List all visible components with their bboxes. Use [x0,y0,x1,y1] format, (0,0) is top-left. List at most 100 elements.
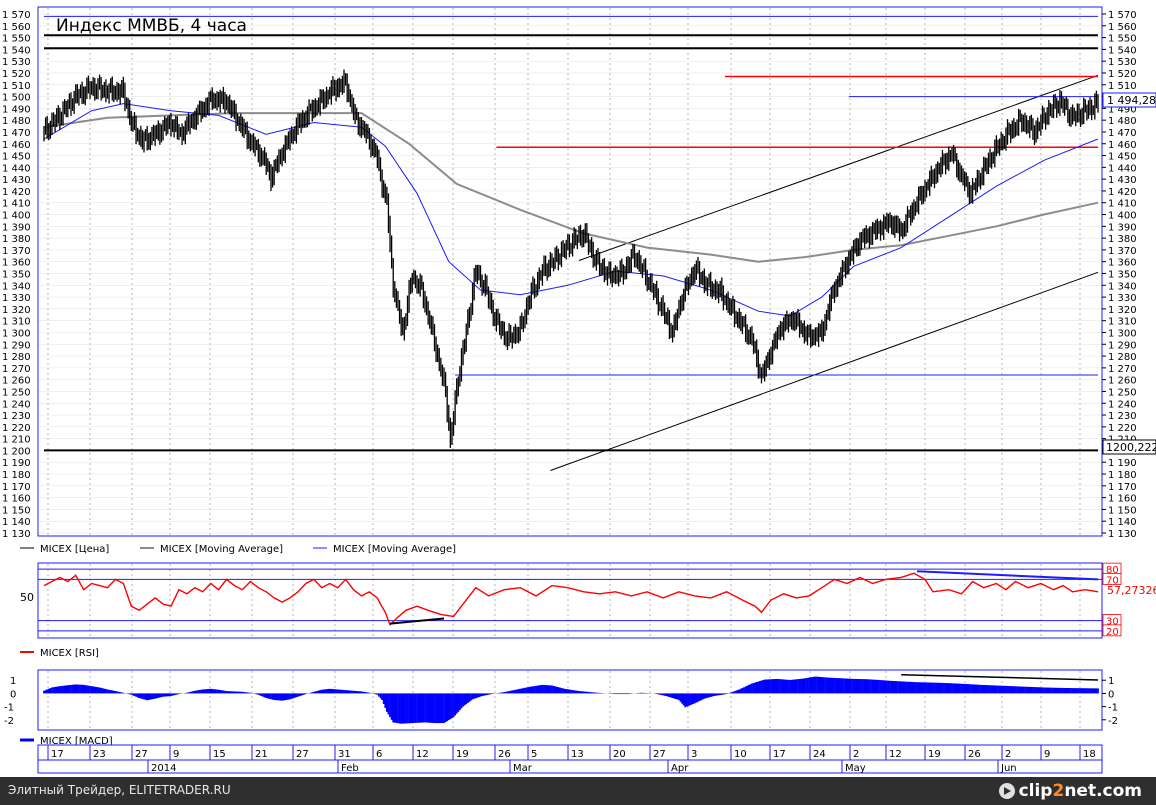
price-tick-right-13: 1 440 [1108,163,1137,174]
macd-y-axis-left: 1 0 -1 -2 [4,676,16,727]
price-tick-right-9: 1 480 [1108,116,1137,127]
legend-ma-slow: MICEX [Moving Average] [160,544,283,555]
price-level-lines [44,15,1099,471]
price-tick-right-29: 1 280 [1108,352,1137,363]
price-tick-right-19: 1 380 [1108,234,1137,245]
price-tick-left-26: 1 310 [2,317,31,328]
price-tick-left-21: 1 360 [2,258,31,269]
price-tick-right-35: 1 220 [1108,423,1137,434]
day-label-11: 26 [498,749,511,760]
price-legend: MICEX [Цена] MICEX [Moving Average] MICE… [20,544,456,555]
price-tick-left-44: 1 130 [2,529,31,540]
price-tick-right-43: 1 140 [1108,517,1137,528]
price-tick-right-10: 1 470 [1108,128,1137,139]
price-tick-right-25: 1 320 [1108,305,1137,316]
price-tick-right-6: 1 510 [1108,81,1137,92]
rsi-legend: MICEX [RSI] [20,648,99,659]
price-tick-left-42: 1 150 [2,505,31,516]
price-tick-left-17: 1 400 [2,211,31,222]
price-bars [43,69,1099,448]
price-tick-right-26: 1 310 [1108,317,1137,328]
macd-divergence-0 [901,673,1099,681]
price-tick-right-21: 1 360 [1108,258,1137,269]
macd-legend: MICEX [MACD] [20,736,113,747]
rsi-line [43,572,1099,626]
day-label-9: 12 [416,749,429,760]
macd-panel-frame [37,669,1103,731]
day-label-18: 17 [773,749,786,760]
price-tick-left-9: 1 480 [2,116,31,127]
price-tick-left-43: 1 140 [2,517,31,528]
price-tick-left-29: 1 280 [2,352,31,363]
price-tick-right-30: 1 270 [1108,364,1137,375]
day-label-1: 23 [93,749,106,760]
price-label-last: 1 494,28 [1102,92,1156,108]
price-tick-left-14: 1 430 [2,175,31,186]
logo-text-main: clip [1018,781,1053,801]
day-label-0: 17 [51,749,64,760]
day-label-8: 6 [376,749,382,760]
rsi-tick-right-20: 20 [1106,627,1119,638]
legend-price: MICEX [Цена] [40,544,109,555]
rsi-tick-right-30: 30 [1106,617,1119,628]
day-label-25: 9 [1044,749,1050,760]
month-label-5: Jun [1000,763,1017,774]
price-tick-left-16: 1 410 [2,199,31,210]
price-tick-right-23: 1 340 [1108,281,1137,292]
month-label-0: 2014 [151,763,176,774]
macd-area [43,676,1099,724]
price-tick-right-22: 1 350 [1108,270,1137,281]
price-tick-left-1: 1 560 [2,22,31,33]
rsi-tick-box-20 [1102,624,1122,637]
price-tick-left-36: 1 210 [2,435,31,446]
rsi-tick-box-70 [1102,573,1122,585]
price-tick-left-18: 1 390 [2,222,31,233]
macd-tick-right-2: -1 [1108,703,1118,714]
price-tick-left-5: 1 520 [2,69,31,80]
price-tick-left-34: 1 230 [2,411,31,422]
price-tick-left-30: 1 270 [2,364,31,375]
legend-ma-fast: MICEX [Moving Average] [333,544,456,555]
macd-divergence-lines [901,673,1099,681]
price-tick-left-6: 1 510 [2,81,31,92]
price-tick-right-32: 1 250 [1108,387,1137,398]
price-tick-left-19: 1 380 [2,234,31,245]
price-tick-right-2: 1 550 [1108,34,1137,45]
trend-line-0 [550,271,1099,471]
price-tick-left-24: 1 330 [2,293,31,304]
day-label-21: 12 [889,749,902,760]
price-grid [38,8,1102,535]
price-tick-left-13: 1 440 [2,163,31,174]
day-label-22: 19 [928,749,941,760]
price-tick-left-40: 1 170 [2,482,31,493]
rsi-divergence-lines [389,570,1099,625]
chart-background [0,0,1156,777]
day-label-10: 19 [456,749,469,760]
level-price-box [1102,439,1156,455]
ma-slow-polyline [43,112,1099,263]
footer-bar: Элитный Трейдер, ELITETRADER.RU clip2net… [0,777,1156,805]
clip2net-logo: clip2net.com [998,780,1142,802]
price-tick-right-41: 1 160 [1108,494,1137,505]
price-tick-right-16: 1 410 [1108,199,1137,210]
month-label-2: Mar [513,763,533,774]
day-label-7: 31 [338,749,351,760]
price-tick-left-20: 1 370 [2,246,31,257]
price-tick-right-17: 1 400 [1108,211,1137,222]
play-icon [998,783,1015,799]
rsi-divergence-0 [389,617,445,625]
price-tick-right-44: 1 130 [1108,529,1137,540]
month-label-1: Feb [341,763,359,774]
price-tick-left-7: 1 500 [2,93,31,104]
rsi-panel-frame [37,562,1103,639]
price-tick-right-18: 1 390 [1108,222,1137,233]
rsi-grid [47,564,1081,637]
ma-fast-polyline [43,103,1099,317]
price-tick-left-12: 1 450 [2,152,31,163]
day-label-2: 27 [135,749,148,760]
